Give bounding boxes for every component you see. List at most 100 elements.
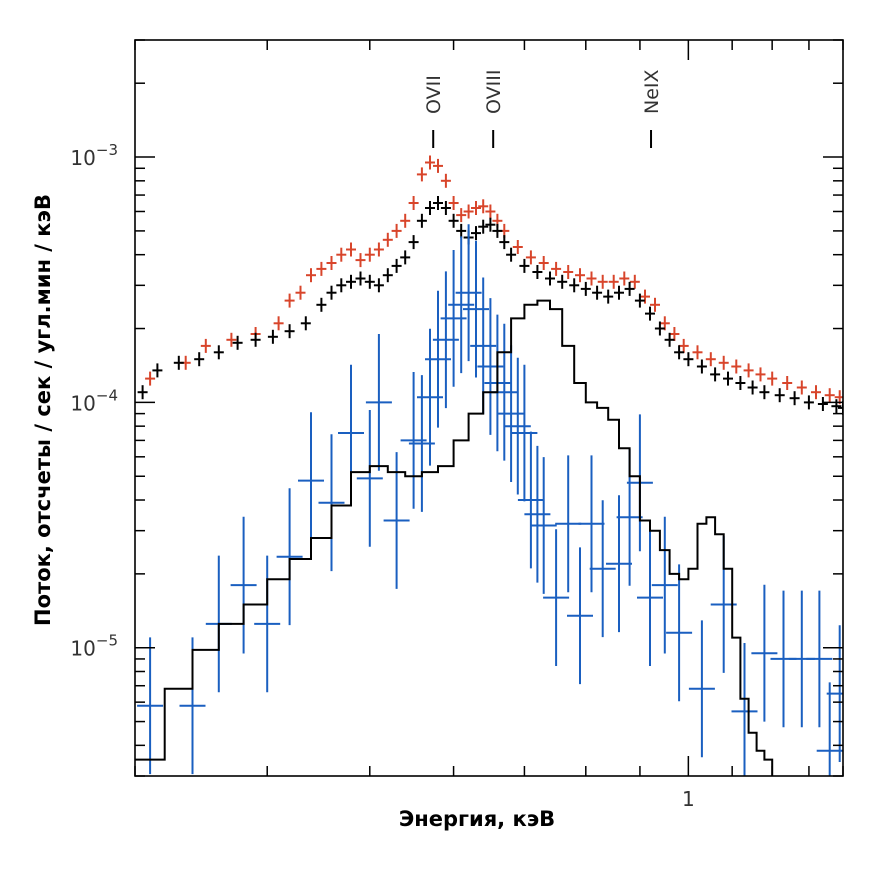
data-point — [306, 268, 316, 283]
data-point — [606, 495, 632, 633]
data-point — [318, 434, 345, 572]
data-point — [373, 242, 384, 257]
plot-frame — [134, 39, 844, 777]
y-tick-label: 10−4 — [70, 386, 118, 415]
y-tick-label-base: 10 — [70, 146, 95, 170]
data-point — [651, 516, 678, 654]
line-label-text: NeIX — [641, 69, 663, 114]
data-point — [391, 258, 402, 273]
data-point — [530, 457, 557, 594]
data-point — [463, 204, 474, 219]
data-point — [767, 371, 778, 386]
data-point — [545, 271, 555, 286]
data-point — [355, 253, 366, 268]
data-point — [603, 289, 614, 304]
data-point — [485, 204, 496, 219]
data-point — [731, 359, 742, 374]
data-point — [425, 155, 435, 170]
data-point — [710, 367, 721, 382]
data-point — [355, 271, 366, 286]
series-2 — [137, 224, 843, 776]
data-point — [440, 201, 451, 215]
data-point — [696, 359, 707, 374]
data-point — [589, 500, 616, 638]
data-point — [485, 217, 496, 232]
data-point — [755, 367, 766, 382]
data-point — [634, 293, 645, 308]
data-point — [448, 196, 459, 210]
data-point — [471, 226, 481, 241]
data-point — [519, 258, 530, 273]
data-point — [751, 584, 778, 722]
data-point — [267, 329, 278, 344]
y-tick-label: 10−3 — [70, 141, 118, 170]
data-point — [173, 355, 184, 370]
series-layer — [135, 155, 843, 776]
data-point — [408, 235, 419, 250]
data-point — [624, 281, 635, 296]
data-point — [789, 391, 800, 406]
data-point — [543, 529, 570, 666]
data-point — [666, 564, 693, 702]
data-point — [336, 247, 347, 262]
data-point — [669, 327, 680, 341]
data-point — [382, 268, 393, 283]
y-axis-title: Поток, отсчеты / сек / угл.мин / кэВ — [31, 194, 55, 626]
data-point — [782, 376, 793, 390]
y-tick-label: 10−5 — [70, 632, 118, 661]
data-point — [774, 388, 785, 403]
data-point — [391, 223, 402, 238]
x-tick-label: 1 — [682, 787, 695, 811]
data-point — [416, 167, 427, 182]
data-point — [356, 410, 383, 547]
data-point — [688, 620, 715, 758]
series-3 — [135, 299, 774, 776]
data-point — [432, 271, 459, 409]
data-point — [567, 547, 593, 685]
line-label-ovii: OVII — [423, 75, 445, 148]
y-tick-label-base: 10 — [70, 637, 95, 661]
data-point — [551, 261, 562, 276]
data-point — [806, 590, 833, 728]
data-point — [578, 455, 605, 593]
data-point — [137, 637, 164, 775]
data-point — [831, 399, 842, 414]
data-point — [524, 445, 551, 583]
data-point — [517, 431, 544, 569]
data-point — [448, 213, 459, 228]
data-point — [499, 235, 510, 250]
data-point — [608, 274, 619, 289]
y-tick-label-exp: −4 — [96, 386, 118, 404]
data-point — [250, 332, 261, 347]
data-point — [718, 355, 729, 370]
data-point — [743, 363, 754, 378]
data-point — [592, 285, 603, 300]
data-point — [569, 278, 580, 293]
data-point — [477, 298, 504, 435]
data-point — [471, 201, 481, 215]
data-point — [200, 338, 211, 353]
data-point — [416, 213, 427, 228]
model-step-line — [135, 299, 774, 776]
data-point — [747, 380, 758, 395]
data-point — [316, 297, 327, 312]
data-point — [232, 335, 243, 350]
data-point — [456, 223, 467, 238]
data-point — [440, 173, 451, 188]
data-point — [645, 306, 655, 321]
x-axis-title: Энергия, кэВ — [399, 807, 555, 831]
data-point — [408, 196, 419, 210]
data-point — [511, 364, 538, 502]
data-point — [597, 274, 608, 289]
data-point — [284, 293, 295, 308]
data-point — [226, 332, 237, 347]
y-tick-label-base: 10 — [70, 391, 95, 415]
data-point — [674, 345, 685, 360]
data-point — [575, 268, 585, 283]
data-point — [498, 345, 525, 482]
data-point — [440, 250, 467, 387]
data-point — [817, 397, 828, 411]
data-point — [705, 352, 716, 367]
data-point — [506, 247, 517, 262]
